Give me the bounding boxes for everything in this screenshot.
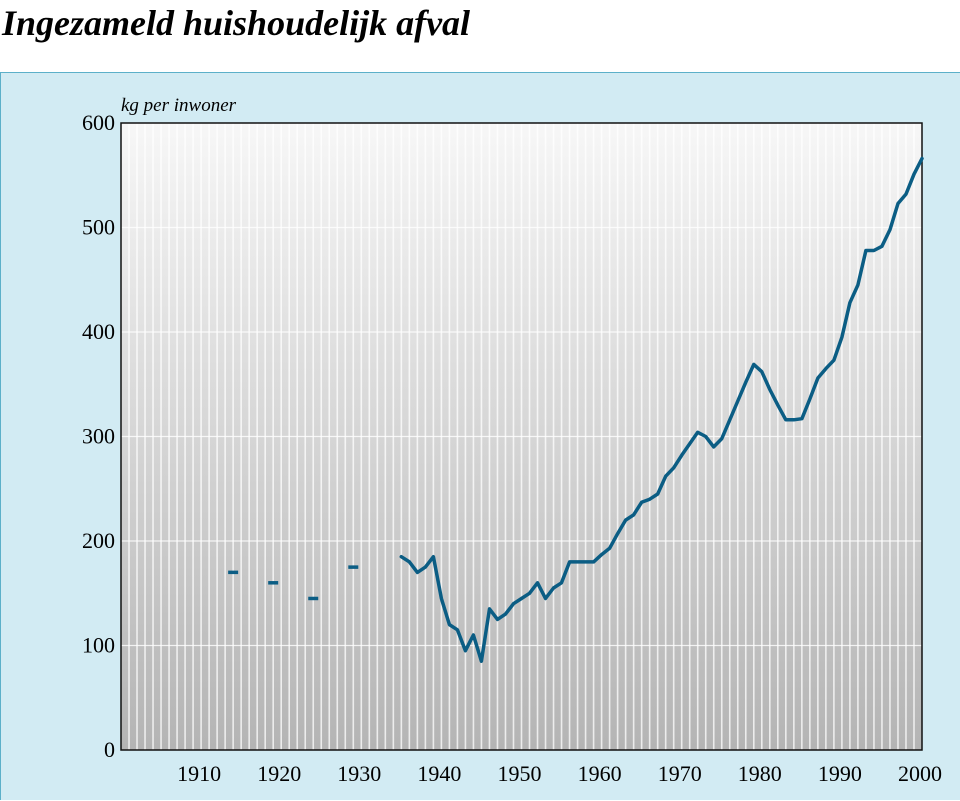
isolated-data-points [228,565,359,601]
horizontal-gridlines [121,226,922,647]
x-tick-label: 1940 [417,761,461,786]
y-tick-label: 500 [82,215,115,240]
x-tick-label: 1910 [177,761,221,786]
y-tick-label: 300 [82,424,115,449]
x-tick-label: 1950 [498,761,542,786]
chart-title: Ingezameld huishoudelijk afval [2,3,471,43]
plot-frame [120,122,923,751]
x-tick-label: 1920 [257,761,301,786]
y-tick-label: 200 [82,528,115,553]
y-axis-unit-label: kg per inwoner [121,95,237,116]
chart-panel: kg per inwoner 0 100 200 300 400 500 600 1910 1… [0,72,960,800]
x-tick-label: 1990 [818,761,862,786]
series-line-afval [399,156,924,663]
x-tick-label: 1980 [738,761,782,786]
x-tick-label: 2000 [898,761,942,786]
y-tick-label: 600 [82,110,115,135]
y-tick-label: 0 [104,737,115,762]
x-axis-tick-labels: 1910 1920 1930 1940 1950 1960 1970 1980 1990 2000 [177,761,942,786]
x-tick-label: 1930 [337,761,381,786]
y-axis-tick-labels: 0 100 200 300 400 500 600 [82,110,115,762]
x-tick-label: 1970 [658,761,702,786]
y-tick-label: 100 [82,633,115,658]
x-tick-label: 1960 [578,761,622,786]
y-tick-label: 400 [82,319,115,344]
